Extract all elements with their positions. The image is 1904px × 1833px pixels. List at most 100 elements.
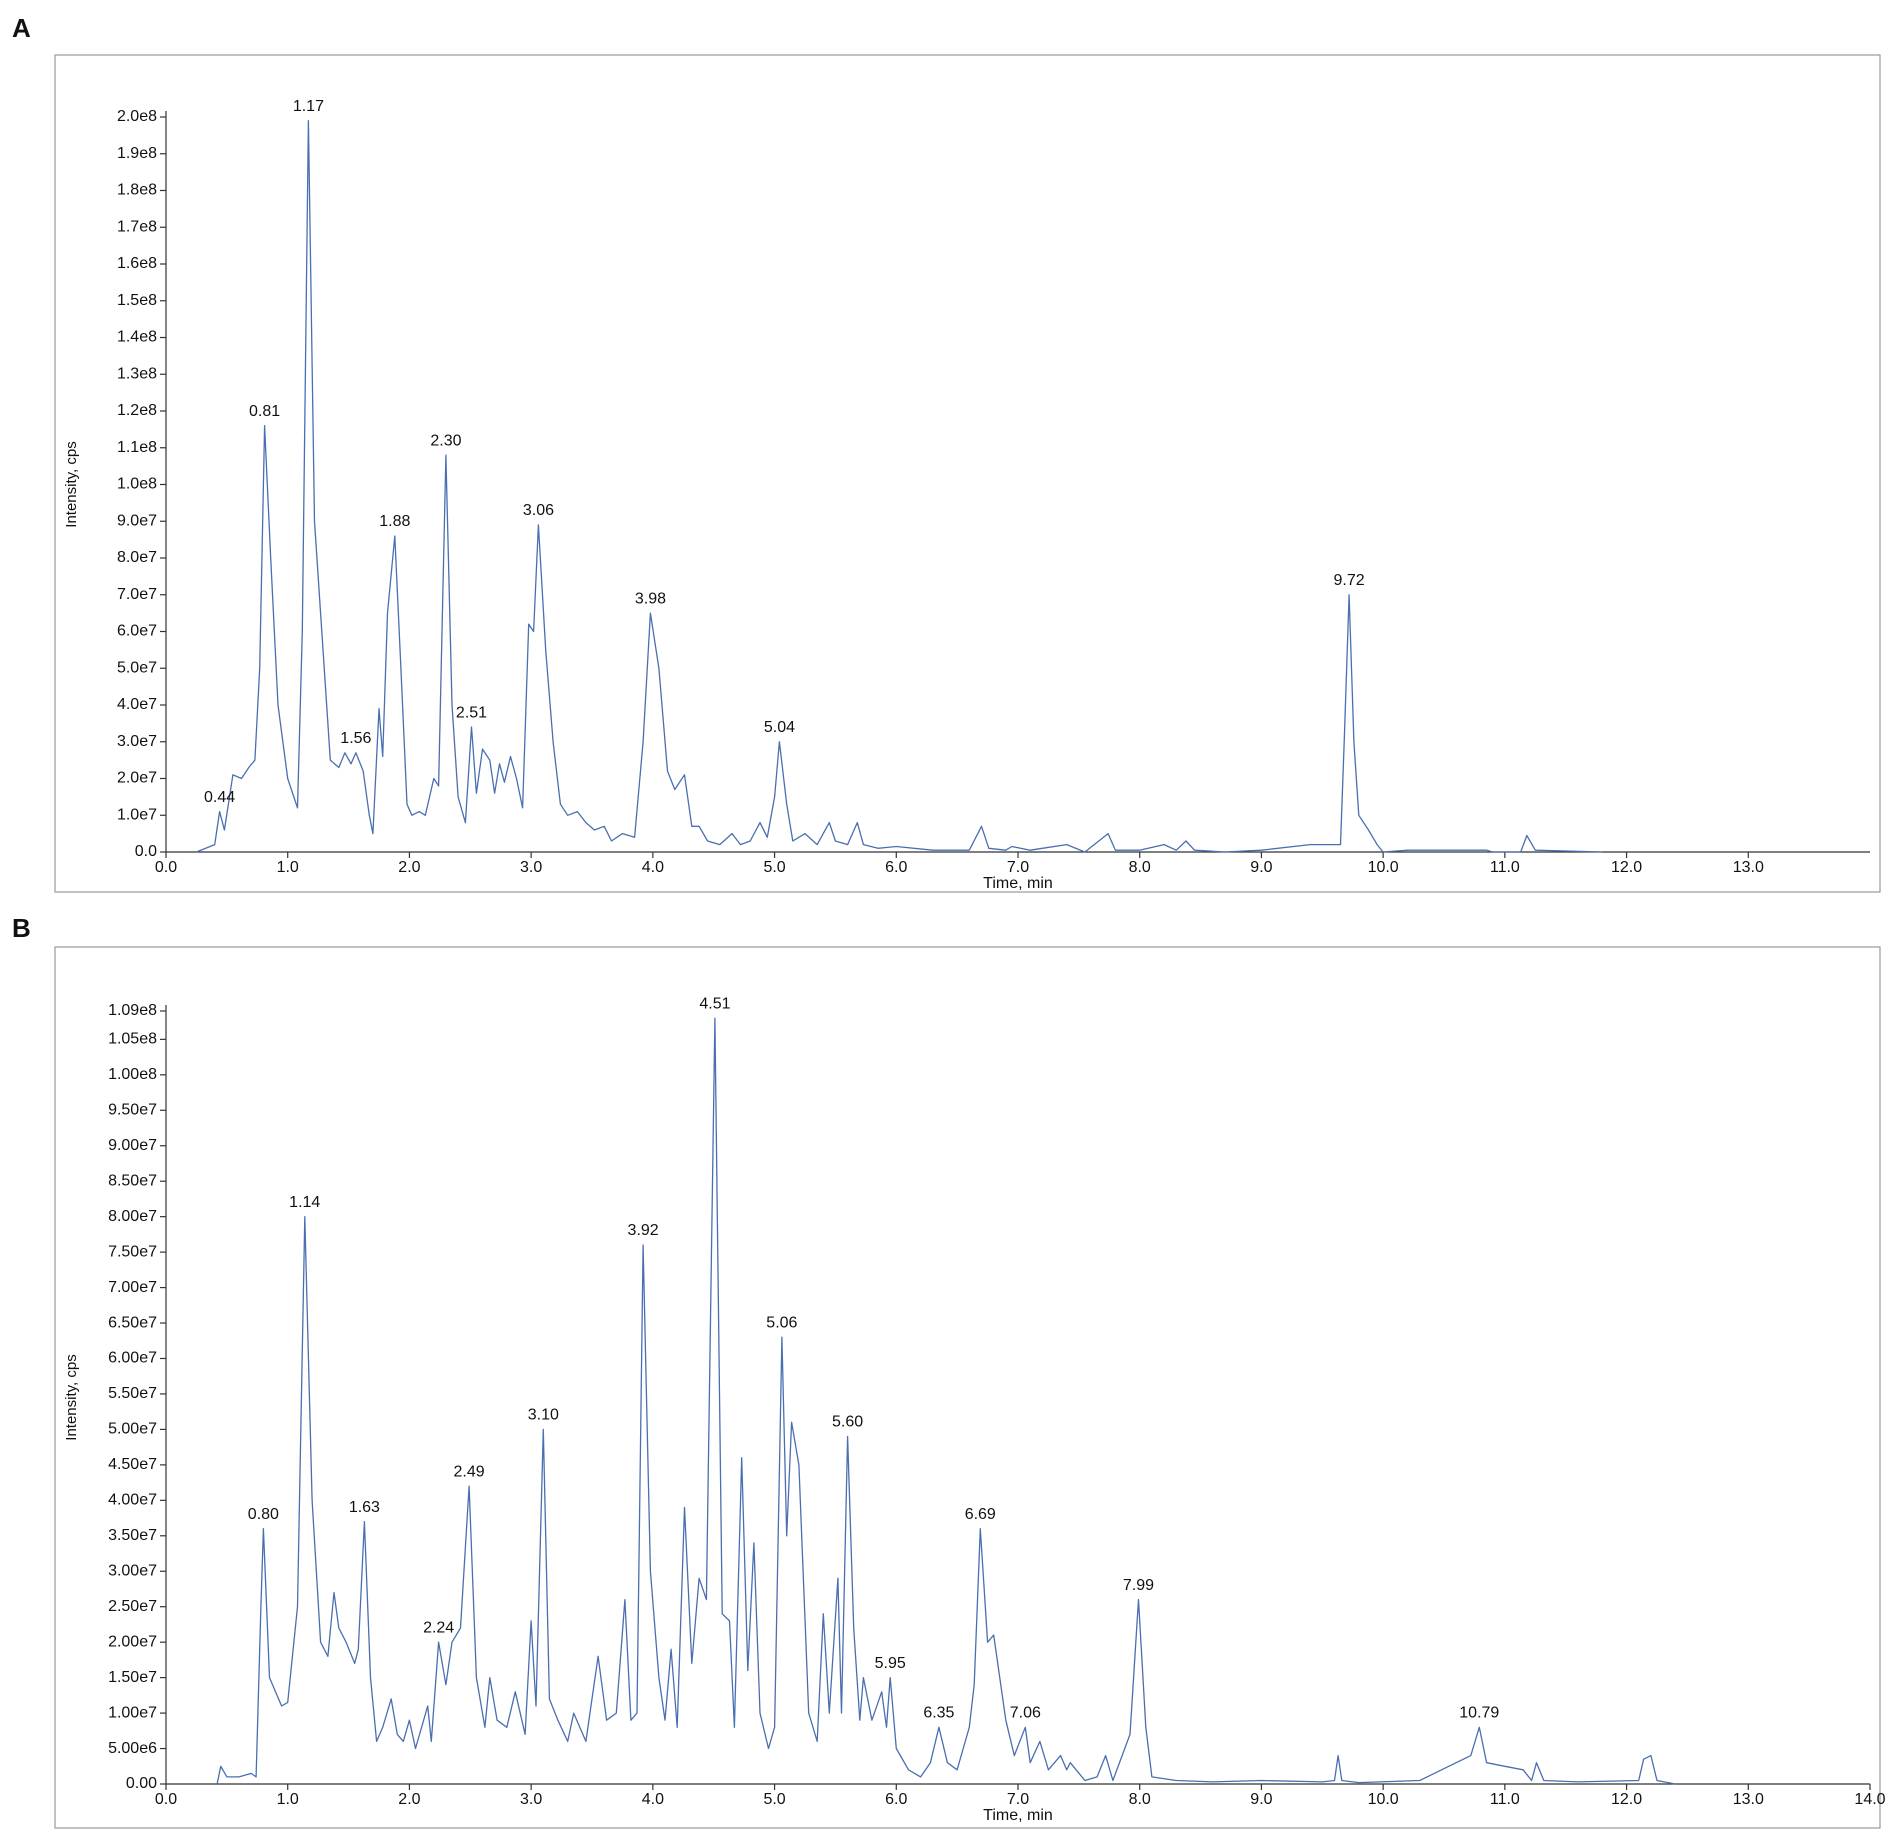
x-tick-label: 14.0 bbox=[1854, 1791, 1885, 1808]
x-tick-label: 1.0 bbox=[277, 1791, 299, 1808]
x-tick-label: 2.0 bbox=[398, 859, 420, 876]
panel-label: A bbox=[12, 13, 31, 43]
y-tick-label: 6.00e7 bbox=[108, 1350, 157, 1367]
y-tick-label: 1.0e8 bbox=[117, 476, 157, 493]
y-tick-label: 1.50e7 bbox=[108, 1669, 157, 1686]
peak-label: 3.06 bbox=[523, 502, 554, 519]
y-tick-label: 2.00e7 bbox=[108, 1633, 157, 1650]
panel-frame bbox=[54, 54, 1881, 893]
y-tick-label: 8.50e7 bbox=[108, 1172, 157, 1189]
peak-label: 2.24 bbox=[423, 1619, 454, 1636]
peak-label: 1.88 bbox=[379, 513, 410, 530]
x-tick-label: 11.0 bbox=[1490, 1791, 1520, 1808]
y-axis-label: Intensity, cps bbox=[63, 441, 80, 527]
y-tick-label: 1.05e8 bbox=[108, 1031, 157, 1048]
x-tick-label: 6.0 bbox=[885, 859, 907, 876]
y-tick-label: 5.0e7 bbox=[117, 659, 157, 676]
peak-label: 0.80 bbox=[248, 1506, 279, 1523]
peak-label: 3.92 bbox=[628, 1222, 659, 1239]
y-tick-label: 4.00e7 bbox=[108, 1492, 157, 1509]
x-tick-label: 0.0 bbox=[155, 1791, 177, 1808]
y-tick-label: 1.3e8 bbox=[117, 365, 157, 382]
x-tick-label: 9.0 bbox=[1250, 859, 1272, 876]
y-tick-label: 3.00e7 bbox=[108, 1562, 157, 1579]
y-tick-label: 1.1e8 bbox=[117, 439, 157, 456]
peak-label: 5.95 bbox=[875, 1655, 906, 1672]
peak-label: 1.14 bbox=[289, 1194, 320, 1211]
peak-label: 9.72 bbox=[1333, 572, 1364, 589]
peak-label: 5.60 bbox=[832, 1414, 863, 1431]
y-tick-label: 4.0e7 bbox=[117, 696, 157, 713]
peak-label: 7.99 bbox=[1123, 1577, 1154, 1594]
y-tick-label: 4.50e7 bbox=[108, 1456, 157, 1473]
y-tick-label: 7.0e7 bbox=[117, 586, 157, 603]
x-tick-label: 0.0 bbox=[155, 859, 177, 876]
peak-label: 0.81 bbox=[249, 403, 280, 420]
y-tick-label: 1.00e7 bbox=[108, 1704, 157, 1721]
x-tick-label: 4.0 bbox=[642, 1791, 664, 1808]
y-tick-label: 5.00e6 bbox=[108, 1740, 157, 1757]
x-tick-label: 8.0 bbox=[1129, 1791, 1151, 1808]
peak-label: 1.63 bbox=[349, 1499, 380, 1516]
x-tick-label: 2.0 bbox=[398, 1791, 420, 1808]
x-tick-label: 5.0 bbox=[763, 859, 785, 876]
y-tick-label: 2.0e7 bbox=[117, 770, 157, 787]
x-tick-label: 3.0 bbox=[520, 859, 542, 876]
y-tick-label: 1.6e8 bbox=[117, 255, 157, 272]
peak-label: 2.49 bbox=[453, 1463, 484, 1480]
x-tick-label: 3.0 bbox=[520, 1791, 542, 1808]
y-axis-label: Intensity, cps bbox=[63, 1354, 80, 1440]
x-tick-label: 8.0 bbox=[1129, 859, 1151, 876]
y-tick-label: 1.0e7 bbox=[117, 806, 157, 823]
y-tick-label: 1.00e8 bbox=[108, 1066, 157, 1083]
peak-label: 1.17 bbox=[293, 98, 324, 115]
x-tick-label: 12.0 bbox=[1611, 859, 1642, 876]
chromatogram-trace bbox=[196, 120, 1603, 853]
peak-label: 5.04 bbox=[764, 719, 795, 736]
peak-label: 5.06 bbox=[766, 1314, 797, 1331]
y-tick-label: 0.00 bbox=[126, 1775, 157, 1792]
x-tick-label: 1.0 bbox=[277, 859, 299, 876]
x-axis-label: Time, min bbox=[983, 1807, 1053, 1824]
peak-label: 6.69 bbox=[965, 1506, 996, 1523]
y-tick-label: 7.00e7 bbox=[108, 1279, 157, 1296]
x-tick-label: 5.0 bbox=[763, 1791, 785, 1808]
x-tick-label: 10.0 bbox=[1368, 859, 1399, 876]
x-tick-label: 12.0 bbox=[1611, 1791, 1642, 1808]
chromatogram-trace bbox=[216, 1017, 1676, 1785]
y-tick-label: 9.0e7 bbox=[117, 512, 157, 529]
y-tick-label: 5.50e7 bbox=[108, 1385, 157, 1402]
y-tick-label: 5.00e7 bbox=[108, 1421, 157, 1438]
panel-label: B bbox=[12, 913, 31, 943]
y-tick-label: 3.0e7 bbox=[117, 733, 157, 750]
peak-label: 2.51 bbox=[456, 704, 487, 721]
x-tick-label: 7.0 bbox=[1007, 859, 1029, 876]
y-tick-label: 6.0e7 bbox=[117, 623, 157, 640]
x-tick-label: 9.0 bbox=[1250, 1791, 1272, 1808]
y-tick-label: 1.8e8 bbox=[117, 182, 157, 199]
peak-label: 2.30 bbox=[430, 432, 461, 449]
x-tick-label: 10.0 bbox=[1368, 1791, 1399, 1808]
y-tick-label: 8.0e7 bbox=[117, 549, 157, 566]
x-axis-label: Time, min bbox=[983, 875, 1053, 892]
peak-label: 10.79 bbox=[1459, 1704, 1499, 1721]
x-tick-label: 13.0 bbox=[1733, 859, 1764, 876]
peak-label: 3.98 bbox=[635, 590, 666, 607]
x-tick-label: 7.0 bbox=[1007, 1791, 1029, 1808]
y-tick-label: 8.00e7 bbox=[108, 1208, 157, 1225]
y-tick-label: 1.4e8 bbox=[117, 329, 157, 346]
y-tick-label: 1.09e8 bbox=[108, 1002, 157, 1019]
y-tick-label: 7.50e7 bbox=[108, 1243, 157, 1260]
peak-label: 7.06 bbox=[1010, 1704, 1041, 1721]
peak-label: 3.10 bbox=[528, 1407, 559, 1424]
x-tick-label: 6.0 bbox=[885, 1791, 907, 1808]
y-tick-label: 1.7e8 bbox=[117, 218, 157, 235]
y-tick-label: 2.50e7 bbox=[108, 1598, 157, 1615]
y-tick-label: 3.50e7 bbox=[108, 1527, 157, 1544]
y-tick-label: 1.2e8 bbox=[117, 402, 157, 419]
y-tick-label: 6.50e7 bbox=[108, 1314, 157, 1331]
peak-label: 0.44 bbox=[204, 789, 235, 806]
peak-label: 1.56 bbox=[340, 730, 371, 747]
x-tick-label: 11.0 bbox=[1490, 859, 1520, 876]
